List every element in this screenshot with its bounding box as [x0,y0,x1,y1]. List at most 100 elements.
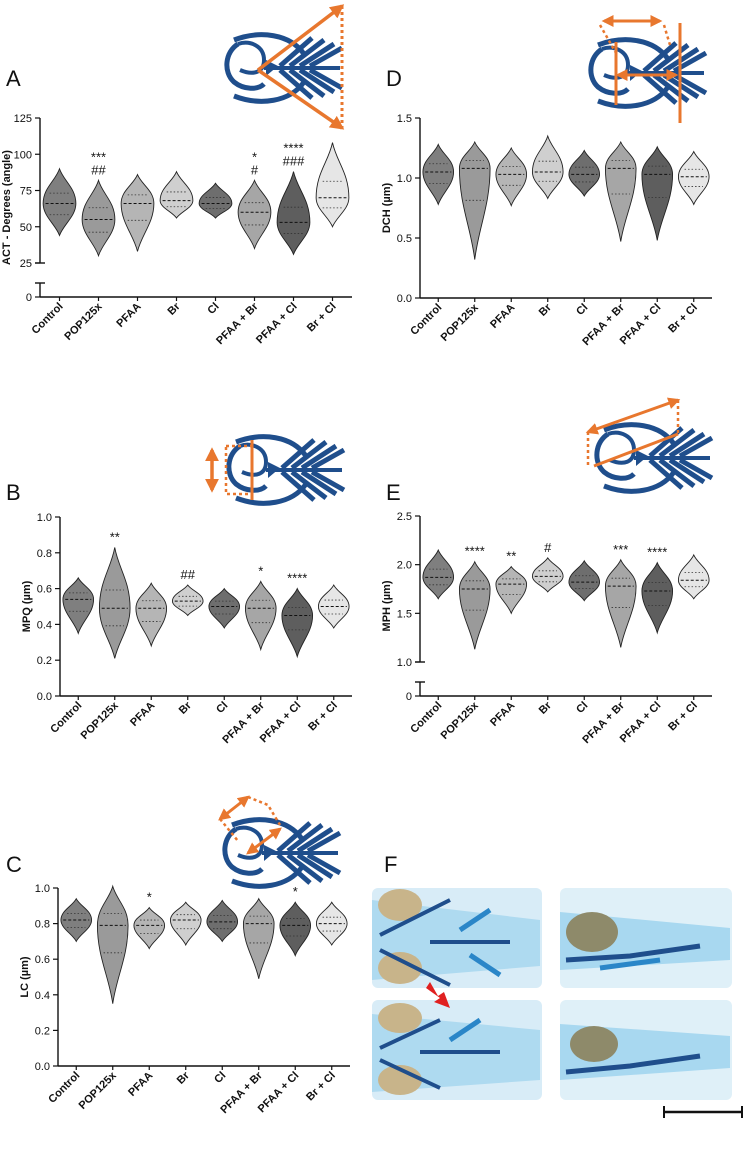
significance-label: * [258,563,263,578]
y-tick-label: 0.2 [37,655,52,667]
y-tick-label: 1.0 [35,883,50,895]
violin-e-5 [604,558,637,648]
x-tick-label: PFAA [128,700,157,729]
chart-b: 0.0 0.2 0.4 0.6 0.8 1.0 MPQ (µm) ControlPOP125x… [21,512,352,746]
panel-letter-a: A [6,66,21,91]
panel-letter-c: C [6,852,22,877]
y-tick-label: 1.5 [397,113,412,125]
x-tick-label: Br + Cl [666,700,700,734]
x-tick-label: PFAA [126,1070,155,1099]
violin-e-7 [677,553,710,600]
y-tick-label: 1.0 [397,657,412,669]
panel-letter-e: E [386,480,401,505]
significance-label: # [544,540,552,555]
x-tick-label: Control [408,302,444,338]
y-tick-label: 50 [20,222,32,234]
significance-label: **** [647,545,667,560]
x-tick-label: Control [29,301,65,337]
y-axis-label: ACT - Degrees (angle) [1,150,13,265]
larva-lateral-control [560,888,732,988]
violin-a-7 [315,142,350,228]
y-tick-label: 1.0 [37,512,52,524]
significance-label: ## [181,567,196,582]
larva-ventral-treated [372,1000,542,1100]
x-tick-label: POP125x [77,1069,120,1112]
x-tick-label: PFAA + Cl [254,301,300,347]
x-tick-label: PFAA [114,301,143,330]
violin-a-4 [198,182,233,219]
y-axis-label: MPQ (µm) [21,580,33,632]
x-tick-label: POP125x [79,699,122,742]
y-tick-label: 0.8 [37,548,52,560]
x-tick-label: Br + Cl [306,700,340,734]
violin-d-5 [604,140,637,242]
violin-d-1 [458,140,491,260]
significance-label: ## [91,162,106,177]
significance-label: * [252,149,257,164]
y-tick-label: 2.0 [397,560,412,572]
y-tick-label: 1.5 [397,608,412,620]
x-tick-label: POP125x [62,300,105,343]
panel-letter-f: F [384,852,397,877]
x-tick-label: PFAA + Br [214,300,261,347]
significance-label: **** [465,544,485,559]
violin-d-6 [641,145,674,241]
violin-b-6 [281,587,314,659]
y-tick-label: 0.6 [35,954,50,966]
red-arrow-icon [426,982,450,1008]
y-tick-label: 100 [14,149,32,161]
chart-a: 0 25 50 75 100 125 ACT - Degrees (angle) Contro… [1,113,352,347]
x-tick-label: Control [48,700,84,736]
x-tick-label: Control [408,700,444,736]
violin-c-3 [169,901,202,947]
significance-label: ### [283,154,305,169]
violin-d-7 [677,150,710,206]
y-tick-label: 0.0 [37,691,52,703]
y-tick-label: 0.0 [35,1061,50,1073]
violin-c-0 [60,897,93,943]
y-tick-label: 0.4 [35,990,50,1002]
schematic-d [591,14,706,123]
violin-d-3 [531,134,564,200]
y-axis-label: LC (µm) [19,956,31,998]
larva-lateral-treated [560,1000,732,1100]
schematic-e [585,397,712,491]
y-tick-label: 0.4 [37,619,52,631]
x-tick-label: POP125x [439,301,482,344]
larva-ventral-control [372,888,542,988]
x-tick-label: POP125x [439,699,482,742]
violin-a-3 [159,170,194,219]
significance-label: * [147,890,152,905]
photo-panel-f [362,885,743,1118]
violin-e-2 [495,565,528,615]
y-tick-label: 0 [406,691,412,703]
x-tick-label: Br [537,301,555,319]
violin-e-6 [641,561,674,635]
violin-a-2 [120,173,155,252]
significance-label: # [251,162,259,177]
violin-b-0 [62,576,95,635]
x-tick-label: Br [537,699,555,717]
violin-b-4 [208,587,241,629]
violin-d-0 [422,143,455,206]
violin-c-6 [279,901,312,957]
y-tick-label: 125 [14,113,32,125]
x-tick-label: Cl [214,700,230,716]
y-axis-label: MPH (µm) [381,580,393,631]
x-tick-label: Cl [212,1070,228,1086]
y-tick-label: 0.5 [397,233,412,245]
violin-a-0 [42,167,77,237]
significance-label: * [293,884,298,899]
violin-b-3 [171,584,204,617]
schematic-c [218,795,340,886]
violin-e-0 [422,548,455,600]
x-tick-label: Cl [574,302,590,318]
violin-e-4 [568,559,601,602]
violin-c-5 [242,897,275,979]
x-tick-label: PFAA [488,302,517,331]
x-tick-label: Br [175,1069,193,1087]
panel-letter-d: D [386,66,402,91]
